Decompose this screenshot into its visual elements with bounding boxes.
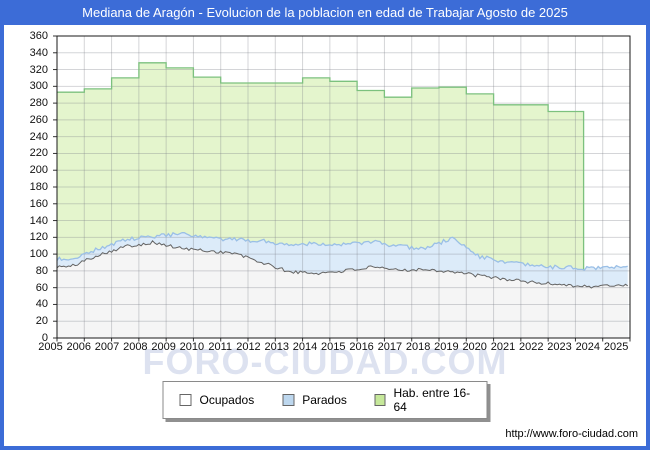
x-tick-label: 2019: [434, 341, 459, 353]
y-tick-label: 80: [35, 264, 48, 277]
x-tick-label: 2017: [377, 341, 403, 353]
y-tick-label: 280: [29, 97, 48, 110]
y-tick-label: 120: [29, 231, 48, 244]
legend-item-parados: Parados: [282, 393, 347, 407]
x-tick-label: 2008: [123, 341, 148, 353]
hab-swatch-icon: [374, 394, 386, 406]
y-tick-label: 40: [35, 298, 48, 311]
y-tick-label: 240: [29, 130, 48, 143]
y-tick-label: 340: [29, 46, 48, 59]
y-tick-label: 360: [29, 30, 48, 42]
y-tick-label: 260: [29, 113, 48, 126]
x-tick-label: 2011: [208, 341, 232, 353]
legend-label-ocupados: Ocupados: [199, 393, 255, 407]
y-tick-label: 20: [35, 315, 48, 328]
y-tick-label: 100: [29, 248, 48, 261]
x-tick-label: 2009: [151, 341, 176, 353]
site-url: http://www.foro-ciudad.com: [505, 428, 638, 440]
legend: Ocupados Parados Hab. entre 16-64: [162, 381, 488, 419]
y-tick-label: 320: [29, 63, 48, 76]
x-tick-label: 2021: [490, 341, 516, 353]
x-tick-label: 2018: [405, 341, 431, 353]
y-tick-label: 140: [29, 214, 48, 227]
chart-title-bar: Mediana de Aragón - Evolucion de la pobl…: [0, 0, 650, 25]
y-tick-label: 160: [29, 197, 48, 210]
y-tick-label: 60: [35, 281, 48, 294]
parados-swatch-icon: [282, 394, 295, 406]
x-tick-label: 2014: [292, 341, 318, 353]
x-tick-label: 2007: [94, 341, 120, 353]
x-tick-label: 2016: [349, 341, 374, 353]
x-tick-label: 2020: [462, 341, 487, 353]
y-tick-label: 200: [29, 164, 48, 177]
y-tick-label: 220: [29, 147, 48, 160]
legend-item-hab: Hab. entre 16-64: [374, 386, 471, 414]
y-tick-label: 0: [41, 332, 48, 344]
x-tick-label: 2013: [264, 341, 289, 353]
x-tick-label: 2015: [321, 341, 346, 353]
x-tick-label: 2025: [603, 341, 629, 353]
x-tick-label: 2005: [38, 341, 63, 353]
x-tick-label: 2012: [236, 341, 261, 353]
y-tick-label: 300: [29, 80, 48, 93]
x-tick-label: 2010: [179, 341, 205, 353]
x-tick-label: 2006: [66, 341, 91, 353]
legend-label-parados: Parados: [302, 393, 347, 407]
legend-label-hab: Hab. entre 16-64: [393, 386, 471, 414]
x-tick-label: 2022: [519, 341, 544, 353]
y-tick-label: 180: [29, 181, 48, 193]
watermark: FORO-CIUDAD.COM: [142, 341, 508, 382]
chart-title: Mediana de Aragón - Evolucion de la pobl…: [82, 5, 568, 20]
ocupados-swatch-icon: [179, 394, 192, 406]
x-tick-label: 2023: [547, 341, 572, 353]
legend-item-ocupados: Ocupados: [179, 393, 255, 407]
x-tick-label: 2024: [575, 341, 601, 353]
